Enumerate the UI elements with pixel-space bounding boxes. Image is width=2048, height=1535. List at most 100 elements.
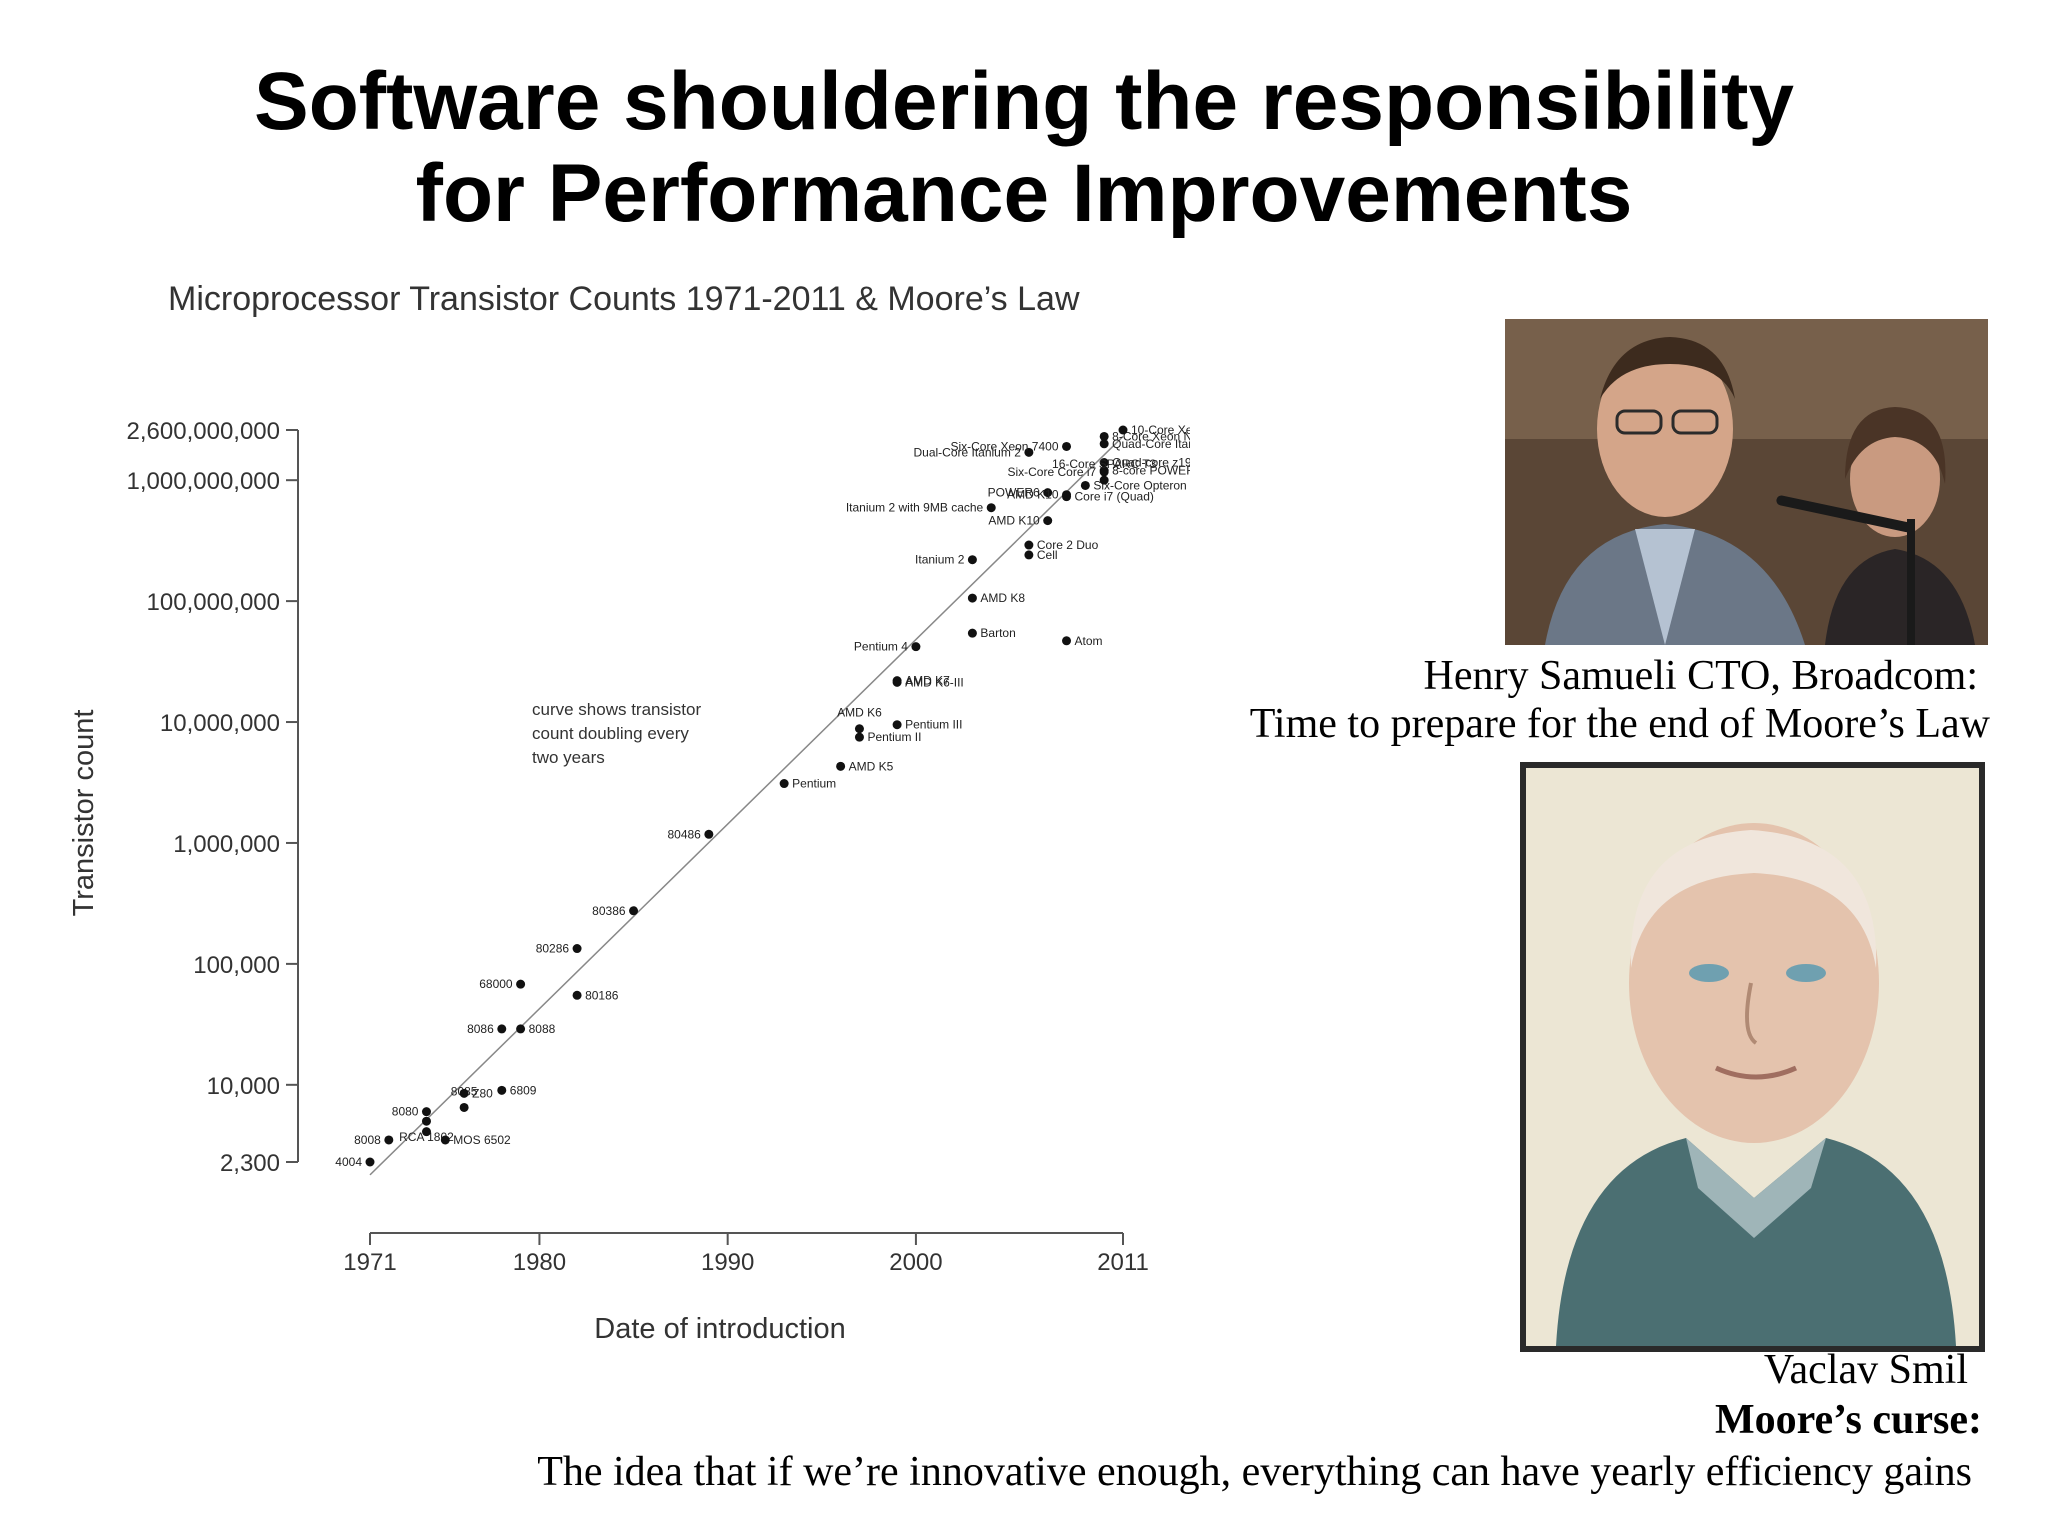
data-point <box>1099 431 1109 441</box>
data-point <box>516 1024 526 1034</box>
data-point-label: 16-Core SPARC T3 <box>1052 457 1157 471</box>
henry-samueli-photo <box>1505 319 1988 645</box>
data-point <box>421 1127 431 1137</box>
data-point-label: Six-Core Xeon 7400 <box>950 439 1058 453</box>
y-tick-label: 10,000,000 <box>160 710 280 737</box>
data-point <box>1043 516 1053 526</box>
data-point <box>1118 425 1128 435</box>
data-point <box>967 555 977 565</box>
henry-samueli-portrait <box>1505 319 1988 645</box>
samueli-caption-line-1: Henry Samueli CTO, Broadcom: <box>1423 653 1978 699</box>
smil-name: Vaclav Smil <box>1763 1347 1968 1393</box>
data-point <box>497 1085 507 1095</box>
data-point-label: Itanium 2 <box>915 553 965 567</box>
data-point <box>967 593 977 603</box>
data-point <box>1043 488 1053 498</box>
data-point-label: Six-Core Core i7 <box>1007 465 1096 479</box>
data-point-label: 8088 <box>529 1022 556 1036</box>
data-point <box>572 944 582 954</box>
data-point <box>779 779 789 789</box>
transistor-chart: Microprocessor Transistor Counts 1971-20… <box>68 280 1190 1345</box>
x-tick-label: 1980 <box>513 1249 566 1276</box>
data-point-label: Core i7 (Quad) <box>1075 490 1154 504</box>
data-point-label: 4004 <box>335 1155 362 1169</box>
moores-law-trend-line <box>369 435 1124 1176</box>
data-point <box>1099 475 1109 485</box>
data-point-label: 8086 <box>467 1022 494 1036</box>
data-point-label: MOS 6502 <box>453 1133 511 1147</box>
data-point <box>572 990 582 1000</box>
vaclav-smil-photo <box>1520 762 1985 1352</box>
data-point <box>967 628 977 638</box>
data-point-label: Z80 <box>472 1086 493 1100</box>
chart-title: Microprocessor Transistor Counts 1971-20… <box>168 280 1080 318</box>
x-tick-label: 2000 <box>889 1249 942 1276</box>
data-point-label: 8080 <box>392 1105 419 1119</box>
annotation-line: two years <box>532 748 605 767</box>
data-point <box>892 720 902 730</box>
data-point-label: 8008 <box>354 1133 381 1147</box>
data-point-label: Itanium 2 with 9MB cache <box>846 501 984 515</box>
x-tick-label: 1990 <box>701 1249 754 1276</box>
data-point <box>911 642 921 652</box>
data-point-label: AMD K8 <box>980 591 1025 605</box>
data-point-label: Dual-Core Itanium 2 <box>913 445 1021 459</box>
smil-curse-heading: Moore’s curse: <box>1714 1397 1982 1443</box>
data-point-label: Atom <box>1075 634 1103 648</box>
data-point-label: RCA 1802 <box>399 1130 454 1144</box>
data-point <box>516 979 526 989</box>
data-point-label: Six-Core Opteron 2400 <box>1093 478 1190 492</box>
data-point-label: 8-Core Xeon Nehalem-EX <box>1112 429 1190 443</box>
y-tick-label: 100,000,000 <box>147 589 280 616</box>
y-tick-label: 2,300 <box>220 1150 280 1177</box>
data-point <box>1024 540 1034 550</box>
data-point <box>459 1102 469 1112</box>
data-point-label: Cell <box>1037 548 1058 562</box>
smil-quote: The idea that if we’re innovative enough… <box>537 1449 1972 1495</box>
data-point <box>1099 458 1109 468</box>
data-point-label: 80486 <box>667 827 701 841</box>
trend-line-group <box>369 435 1124 1176</box>
data-point-label: Pentium II <box>867 730 921 744</box>
data-point-label: AMD K5 <box>849 759 894 773</box>
data-point <box>1099 466 1109 476</box>
x-tick-label: 2011 <box>1097 1249 1149 1276</box>
data-point <box>836 761 846 771</box>
data-point-label: Core 2 Duo <box>1037 538 1099 552</box>
data-point-label: Pentium III <box>905 718 962 732</box>
y-axis-label: Transistor count <box>68 710 100 917</box>
vaclav-smil-portrait <box>1526 768 1979 1346</box>
data-point <box>629 906 639 916</box>
annotation-line: curve shows transistor <box>532 700 701 719</box>
data-point <box>1099 439 1109 449</box>
data-point-label: Pentium <box>792 777 836 791</box>
data-point <box>704 829 714 839</box>
data-point <box>365 1157 375 1167</box>
annotation-line: count doubling every <box>532 724 689 743</box>
data-point-label: 80186 <box>585 988 619 1002</box>
data-point-label: AMD K10 <box>988 514 1040 528</box>
y-tick-label: 1,000,000,000 <box>127 468 280 495</box>
data-point-label: AMD K6 <box>837 706 882 720</box>
data-point-label: 68000 <box>479 977 513 991</box>
chart-annotation: curve shows transistor count doubling eve… <box>532 700 701 767</box>
data-point <box>1062 490 1072 500</box>
data-point <box>459 1088 469 1098</box>
y-tick-label: 100,000 <box>193 952 280 979</box>
data-point <box>1024 550 1034 560</box>
chart-axes: 2,300 10,000 100,000 1,000,000 10,000,000 100… <box>127 418 1149 1276</box>
data-point-label: 80286 <box>536 942 570 956</box>
data-point <box>892 676 902 686</box>
data-point-label: Barton <box>980 626 1015 640</box>
y-tick-label: 2,600,000,000 <box>127 418 280 445</box>
data-point-label: 6809 <box>510 1083 537 1097</box>
data-point-label: Quad-Core Itanium Tukwila <box>1112 437 1190 451</box>
data-point-label: AMD K7 <box>905 674 950 688</box>
data-point <box>854 732 864 742</box>
data-point <box>384 1135 394 1145</box>
x-axis-label: Date of introduction <box>594 1313 845 1345</box>
data-point-label: 10-Core Xeon Westmere-EX <box>1131 423 1190 437</box>
data-point-label: AMD K6-III <box>905 675 964 689</box>
data-point-label: AMD K10 <box>1007 488 1059 502</box>
